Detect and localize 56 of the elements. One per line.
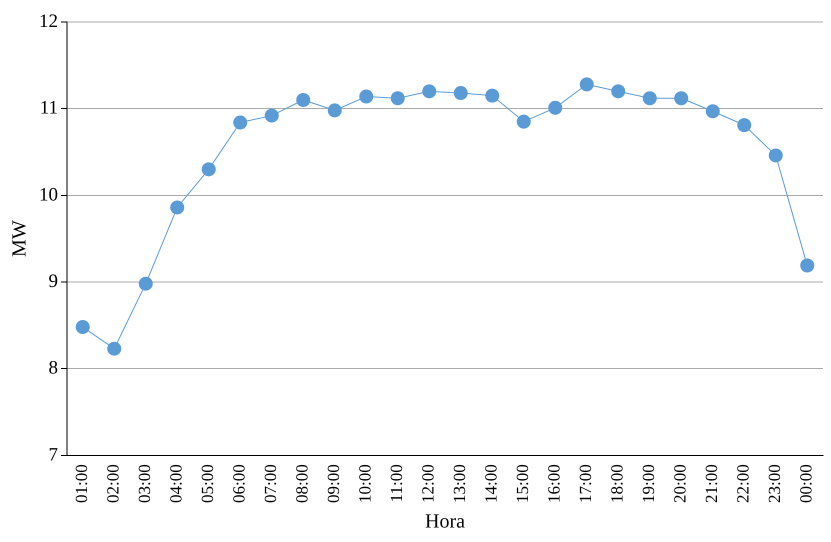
x-tick-label: 01:00 (72, 464, 92, 504)
point (642, 91, 657, 106)
x-tick-label: 23:00 (765, 464, 784, 504)
x-tick-label: 08:00 (292, 464, 312, 504)
point (359, 90, 374, 104)
point (706, 104, 720, 118)
point (454, 86, 468, 100)
x-tick-label: 05:00 (198, 464, 218, 504)
point (580, 77, 594, 92)
x-tick-label: 02:00 (104, 464, 123, 504)
y-tick-label: 9 (48, 270, 58, 292)
point (768, 148, 783, 162)
point (422, 84, 436, 98)
x-tick-label: 04:00 (166, 464, 186, 504)
point (611, 84, 626, 98)
point (800, 258, 814, 272)
x-tick-label: 00:00 (796, 464, 816, 504)
point (107, 342, 122, 356)
y-tick-label: 11 (40, 98, 58, 119)
x-tick-label: 15:00 (513, 464, 532, 504)
point (674, 91, 688, 106)
x-tick-label: 19:00 (639, 464, 658, 504)
point (202, 162, 216, 176)
x-tick-label: 09:00 (324, 464, 344, 504)
point (485, 88, 500, 103)
x-axis-title: Hora (425, 510, 466, 532)
x-tick-label: 13:00 (450, 464, 470, 504)
point (516, 114, 531, 129)
point (296, 92, 310, 107)
point (328, 103, 342, 118)
y-axis-title: MW (8, 220, 30, 257)
x-tick-label: 16:00 (544, 464, 564, 504)
y-tick-label: 10 (39, 184, 58, 206)
x-tick-label: 11:00 (387, 464, 406, 502)
y-tick-label: 12 (39, 10, 58, 32)
x-tick-label: 18:00 (608, 464, 627, 504)
x-tick-label: 17:00 (576, 464, 596, 504)
x-tick-label: 10:00 (356, 464, 375, 504)
x-tick-label: 21:00 (702, 464, 722, 504)
y-tick-label: 7 (48, 444, 58, 466)
point (548, 100, 562, 115)
x-tick-label: 03:00 (135, 464, 154, 504)
x-tick-label: 06:00 (230, 464, 249, 504)
x-tick-label: 20:00 (670, 464, 690, 504)
x-tick-label: 07:00 (261, 464, 280, 504)
x-tick-label: 12:00 (418, 464, 438, 504)
point (138, 276, 153, 291)
point (264, 108, 279, 123)
point (737, 118, 752, 132)
point (170, 200, 184, 214)
x-tick-label: 14:00 (482, 464, 501, 504)
point (233, 116, 248, 130)
point (76, 320, 90, 334)
point (390, 91, 405, 106)
y-tick-label: 8 (48, 358, 58, 379)
x-tick-label: 22:00 (734, 464, 753, 504)
